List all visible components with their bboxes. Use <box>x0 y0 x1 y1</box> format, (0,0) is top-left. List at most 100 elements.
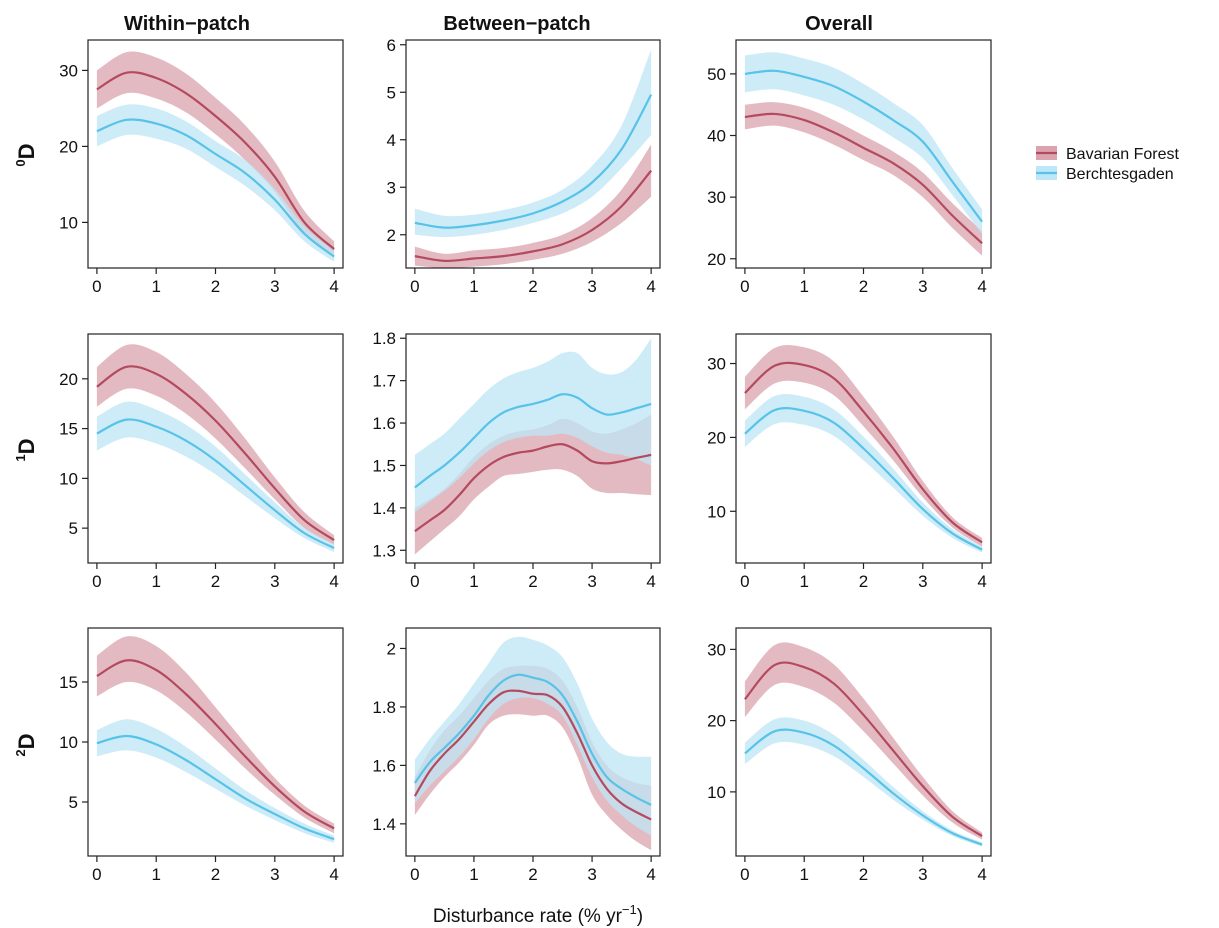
band-bavarian-panel-1-between-patch <box>414 414 652 555</box>
band-berchtesgaden-panel-1-within-patch <box>96 401 335 553</box>
x-tick-label-2-panel-1-between-patch: 2 <box>528 572 537 591</box>
y-tick-label-1.6-panel-1-between-patch: 1.6 <box>372 414 396 433</box>
y-tick-label-1.8-panel-2-between-patch: 1.8 <box>372 698 396 717</box>
panel-0-overall: 0 1 2 3 4 20 30 40 50 <box>707 39 992 296</box>
band-berchtesgaden-panel-2-between-patch <box>414 636 652 836</box>
line-bavarian-panel-0-overall <box>744 112 983 245</box>
y-tick-label-4-panel-0-between-patch: 4 <box>387 131 396 150</box>
y-tick-label-30-panel-0-overall: 30 <box>707 188 726 207</box>
band-berchtesgaden-panel-2-within-patch <box>96 719 335 843</box>
line-bavarian-panel-2-between-patch <box>413 689 652 821</box>
legend-item-bavarian-forest: Bavarian Forest <box>1036 146 1179 163</box>
line-bavarian-panel-0-between-patch <box>414 169 652 263</box>
x-tick-label-3-panel-0-overall: 3 <box>918 277 927 296</box>
band-bavarian-panel-1-overall <box>744 344 983 547</box>
x-tick-label-4-panel-2-between-patch: 4 <box>646 865 655 884</box>
panel-1-within-patch: 0 1 2 3 4 5 10 15 20 <box>59 333 344 591</box>
y-tick-label-1.4-panel-1-between-patch: 1.4 <box>372 499 396 518</box>
x-tick-label-3-panel-0-within-patch: 3 <box>270 277 279 296</box>
y-tick-label-20-panel-1-within-patch: 20 <box>59 370 78 389</box>
x-tick-label-1-panel-1-between-patch: 1 <box>469 572 478 591</box>
legend-label-berchtesgaden: Berchtesgaden <box>1066 166 1174 183</box>
x-tick-label-0-panel-1-overall: 0 <box>740 572 749 591</box>
x-tick-label-0-panel-1-within-patch: 0 <box>92 572 101 591</box>
line-berchtesgaden-panel-2-between-patch <box>413 673 652 806</box>
y-tick-label-5-panel-0-between-patch: 5 <box>387 83 396 102</box>
x-tick-label-4-panel-1-between-patch: 4 <box>646 572 655 591</box>
x-tick-label-0-panel-0-between-patch: 0 <box>410 277 419 296</box>
y-tick-label-20-panel-1-overall: 20 <box>707 428 726 447</box>
y-tick-label-6-panel-0-between-patch: 6 <box>387 36 396 55</box>
svg-text:0D: 0D <box>13 143 39 166</box>
panel-1-between-patch: 0 1 2 3 4 1.3 1.4 1.5 1.6 1.7 1.8 <box>372 329 661 591</box>
column-title-between-patch: Between−patch <box>443 13 590 35</box>
y-tick-label-1.7-panel-1-between-patch: 1.7 <box>372 372 396 391</box>
column-title-overall: Overall <box>805 13 873 35</box>
x-tick-label-4-panel-0-within-patch: 4 <box>329 277 338 296</box>
band-bavarian-panel-2-overall <box>744 642 983 840</box>
line-berchtesgaden-panel-0-overall <box>744 69 983 223</box>
x-tick-label-3-panel-2-between-patch: 3 <box>587 865 596 884</box>
x-tick-label-4-panel-1-within-patch: 4 <box>329 572 338 591</box>
x-tick-label-3-panel-1-within-patch: 3 <box>270 572 279 591</box>
y-tick-label-2-panel-0-between-patch: 2 <box>387 226 396 245</box>
x-tick-label-0-panel-0-within-patch: 0 <box>92 277 101 296</box>
x-tick-label-1-panel-2-overall: 1 <box>799 865 808 884</box>
x-tick-label-1-panel-0-overall: 1 <box>799 277 808 296</box>
panel-2-within-patch: 0 1 2 3 4 5 10 15 <box>59 627 344 884</box>
svg-text:1D: 1D <box>13 438 39 461</box>
x-tick-label-4-panel-0-overall: 4 <box>977 277 986 296</box>
x-tick-label-1-panel-0-between-patch: 1 <box>469 277 478 296</box>
y-tick-label-10-panel-0-within-patch: 10 <box>59 213 78 232</box>
line-bavarian-panel-2-within-patch <box>96 659 335 830</box>
x-tick-label-4-panel-2-within-patch: 4 <box>329 865 338 884</box>
line-berchtesgaden-panel-1-within-patch <box>96 418 335 550</box>
x-tick-label-0-panel-1-between-patch: 0 <box>410 572 419 591</box>
x-axis-label: Disturbance rate (% yr−1) <box>433 902 643 927</box>
band-berchtesgaden-panel-0-within-patch <box>96 104 335 262</box>
x-tick-label-4-panel-0-between-patch: 4 <box>646 277 655 296</box>
x-tick-label-2-panel-0-within-patch: 2 <box>211 277 220 296</box>
band-bavarian-panel-2-within-patch <box>96 636 335 834</box>
x-tick-label-2-panel-1-overall: 2 <box>859 572 868 591</box>
line-bavarian-panel-1-overall <box>744 361 983 544</box>
y-tick-label-10-panel-1-within-patch: 10 <box>59 469 78 488</box>
panel-0-within-patch: 0 1 2 3 4 10 20 30 <box>59 39 344 296</box>
y-tick-label-5-panel-1-within-patch: 5 <box>69 519 78 538</box>
x-tick-label-0-panel-2-overall: 0 <box>740 865 749 884</box>
band-berchtesgaden-panel-1-overall <box>744 393 983 553</box>
band-bavarian-panel-0-between-patch <box>414 144 652 269</box>
y-tick-label-3-panel-0-between-patch: 3 <box>387 178 396 197</box>
panel-0-between-patch: 0 1 2 3 4 2 3 4 5 6 <box>387 36 661 296</box>
y-tick-label-20-panel-0-within-patch: 20 <box>59 137 78 156</box>
y-tick-label-1.5-panel-1-between-patch: 1.5 <box>372 456 396 475</box>
line-berchtesgaden-panel-2-overall <box>744 728 983 846</box>
x-tick-label-1-panel-0-within-patch: 1 <box>151 277 160 296</box>
band-bavarian-panel-1-within-patch <box>96 344 335 546</box>
x-tick-label-0-panel-2-within-patch: 0 <box>92 865 101 884</box>
x-tick-label-3-panel-0-between-patch: 3 <box>587 277 596 296</box>
line-bavarian-panel-0-within-patch <box>96 71 335 250</box>
x-tick-label-3-panel-2-within-patch: 3 <box>270 865 279 884</box>
panel-2-overall: 0 1 2 3 4 10 20 30 <box>707 627 992 884</box>
y-tick-label-20-panel-2-overall: 20 <box>707 712 726 731</box>
y-tick-label-30-panel-0-within-patch: 30 <box>59 61 78 80</box>
line-bavarian-panel-2-overall <box>744 661 983 837</box>
y-tick-label-1.3-panel-1-between-patch: 1.3 <box>372 541 396 560</box>
band-bavarian-panel-0-overall <box>744 102 983 256</box>
line-bavarian-panel-1-within-patch <box>96 365 335 542</box>
y-tick-label-1.4-panel-2-between-patch: 1.4 <box>372 815 396 834</box>
x-tick-label-1-panel-1-overall: 1 <box>799 572 808 591</box>
y-tick-label-30-panel-1-overall: 30 <box>707 355 726 374</box>
x-tick-label-2-panel-0-between-patch: 2 <box>528 277 537 296</box>
legend: Bavarian Forest Berchtesgaden <box>1036 146 1179 183</box>
y-tick-label-2-panel-2-between-patch: 2 <box>387 639 396 658</box>
x-tick-label-4-panel-2-overall: 4 <box>977 865 986 884</box>
y-tick-label-5-panel-2-within-patch: 5 <box>69 793 78 812</box>
y-tick-label-10-panel-1-overall: 10 <box>707 502 726 521</box>
x-tick-label-3-panel-2-overall: 3 <box>918 865 927 884</box>
legend-item-berchtesgaden: Berchtesgaden <box>1036 166 1174 183</box>
y-tick-label-1.6-panel-2-between-patch: 1.6 <box>372 756 396 775</box>
line-berchtesgaden-panel-1-overall <box>744 406 983 551</box>
